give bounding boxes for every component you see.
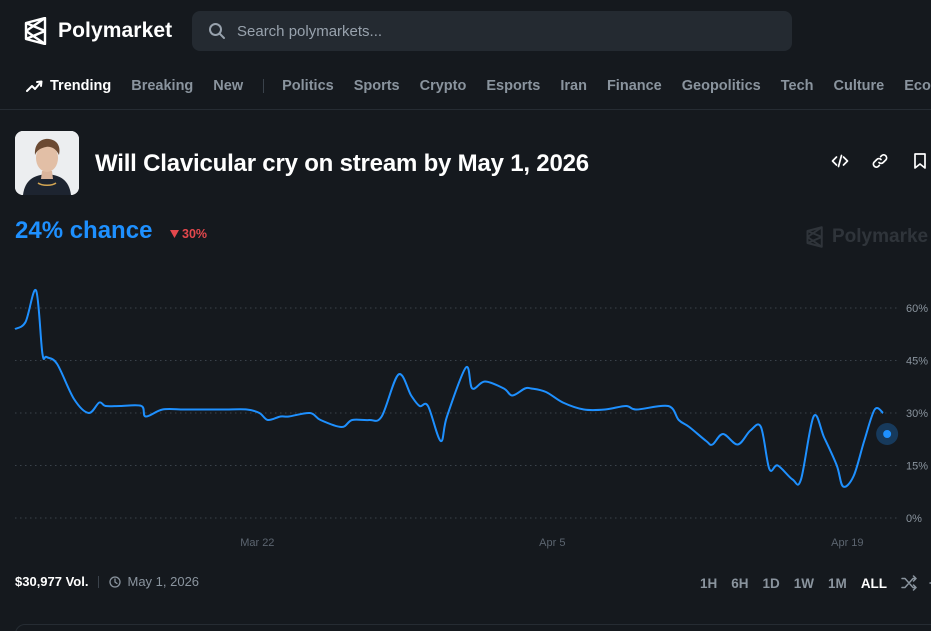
market-image (15, 131, 79, 195)
y-tick-label: 0% (906, 513, 922, 525)
nav-item-economy[interactable]: Econon (904, 78, 931, 94)
search-icon (209, 23, 225, 39)
x-tick-label: Apr 5 (539, 537, 565, 549)
price-chart[interactable]: 0% 15% 30% 45% 60% Mar 22 Apr 5 Apr 19 (0, 280, 931, 555)
nav-item-label: Finance (606, 78, 662, 94)
nav-item-culture[interactable]: Culture (834, 78, 885, 94)
nav-item-label: New (213, 78, 244, 94)
trending-icon (26, 80, 43, 92)
nav-item-iran[interactable]: Iran (560, 78, 587, 94)
change-badge: 30% (170, 227, 207, 241)
nav-item-tech[interactable]: Tech (781, 78, 814, 94)
y-tick-label: 15% (906, 461, 928, 473)
market-title: Will Clavicular cry on stream by May 1, … (95, 150, 589, 177)
x-tick-label: Apr 19 (831, 537, 863, 549)
next-panel (15, 624, 931, 631)
time-range-selector: 1H 6H 1D 1W 1M ALL (700, 575, 931, 591)
nav-item-new[interactable]: New (213, 78, 243, 94)
link-icon[interactable] (871, 152, 889, 170)
search-input[interactable] (237, 22, 757, 40)
nav-item-esports[interactable]: Esports (486, 78, 540, 94)
down-triangle-icon (170, 230, 179, 238)
range-1d[interactable]: 1D (762, 575, 780, 591)
brand-name: Polymarket (58, 19, 173, 42)
market-actions (831, 152, 931, 170)
range-1h[interactable]: 1H (700, 575, 718, 591)
polymarket-logo-icon (24, 17, 47, 45)
nav-item-trending[interactable]: Trending (26, 78, 111, 94)
range-6h[interactable]: 6H (731, 575, 749, 591)
nav-item-politics[interactable]: Politics (282, 78, 334, 94)
nav-divider (263, 79, 265, 93)
nav-item-label: Politics (282, 78, 334, 94)
range-1m[interactable]: 1M (828, 575, 847, 591)
nav-item-label: Tech (780, 78, 814, 94)
range-1w[interactable]: 1W (793, 575, 815, 591)
clock-icon (109, 575, 122, 588)
embed-code-icon[interactable] (831, 152, 849, 170)
footer-divider (98, 575, 100, 588)
bookmark-icon[interactable] (911, 152, 929, 170)
x-tick-label: Mar 22 (240, 537, 274, 549)
nav-item-geopolitics[interactable]: Geopolitics (682, 78, 761, 94)
watermark-text: Polymarke (832, 226, 929, 247)
change-value: 30% (182, 227, 208, 241)
watermark: Polymarke (806, 226, 928, 248)
nav-item-label: Econon (904, 78, 931, 94)
nav-item-label: Crypto (419, 78, 467, 94)
polymarket-watermark-icon (806, 226, 823, 248)
nav-item-finance[interactable]: Finance (607, 78, 662, 94)
nav-item-label: Geopolitics (681, 78, 761, 94)
nav-item-label: Culture (833, 78, 885, 94)
nav-item-crypto[interactable]: Crypto (420, 78, 467, 94)
current-point (883, 430, 892, 438)
brand-logo[interactable]: Polymarket (24, 17, 172, 45)
nav-item-label: Iran (560, 78, 587, 94)
market-footer: $30,977 Vol. May 1, 2026 (15, 574, 199, 589)
nav-item-breaking[interactable]: Breaking (131, 78, 193, 94)
price-line (14, 289, 884, 488)
range-all[interactable]: ALL (860, 575, 888, 591)
shuffle-icon[interactable] (901, 575, 917, 591)
y-tick-label: 45% (906, 356, 928, 368)
chance-value: 24% chance (15, 217, 153, 244)
y-tick-label: 30% (906, 408, 928, 420)
end-date-label: May 1, 2026 (127, 574, 200, 589)
y-tick-label: 60% (906, 303, 928, 315)
market-image-picture (15, 131, 79, 195)
search-bar[interactable] (192, 11, 792, 51)
nav-item-label: Esports (486, 78, 541, 94)
nav-item-label: Trending (50, 78, 112, 94)
nav-item-sports[interactable]: Sports (354, 78, 400, 94)
nav-item-label: Sports (353, 78, 400, 94)
nav-item-label: Breaking (131, 78, 194, 94)
category-nav: Trending Breaking New Politics Sports Cr… (0, 66, 931, 110)
end-date: May 1, 2026 (109, 574, 199, 589)
top-bar: Polymarket (0, 0, 931, 64)
volume-label: $30,977 Vol. (15, 574, 89, 589)
